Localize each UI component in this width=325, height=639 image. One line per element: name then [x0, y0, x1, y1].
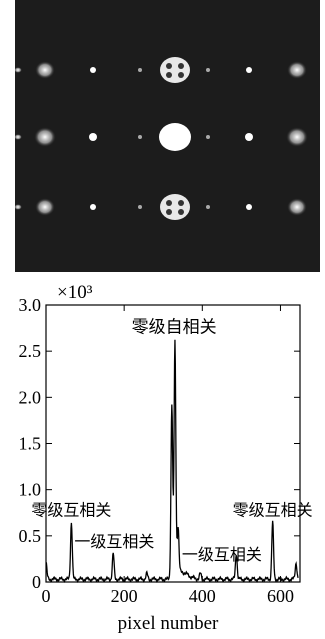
y-tick-label: 3.0 [19, 295, 42, 315]
y-tick-label: 0.5 [19, 526, 42, 546]
annotation-label: 零级自相关 [132, 318, 217, 338]
annotation-label: 零级互相关 [233, 501, 313, 520]
x-tick-label: 0 [42, 586, 51, 606]
y-tick-label: 2.0 [19, 387, 42, 407]
y-tick-label: 2.5 [19, 341, 42, 361]
annotation-label: 零级互相关 [31, 501, 111, 520]
x-tick-label: 600 [267, 586, 294, 606]
annotation-label: 一级互相关 [74, 532, 154, 551]
y-tick-label: 1.5 [19, 434, 42, 454]
y-multiplier-label: ×10³ [57, 282, 93, 303]
y-tick-label: 0 [32, 572, 41, 592]
annotation-label: 一级互相关 [182, 545, 262, 564]
x-axis-title: pixel number [118, 613, 219, 634]
x-tick-label: 400 [189, 586, 216, 606]
x-tick-label: 200 [111, 586, 138, 606]
y-tick-label: 1.0 [19, 480, 42, 500]
